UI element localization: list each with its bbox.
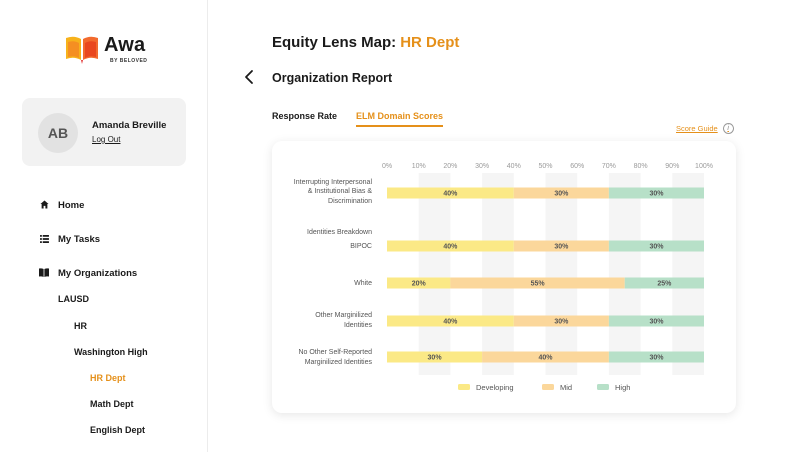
bar-segment [387,315,514,327]
grid-band [482,173,514,375]
bar-value-label: 30% [554,191,569,198]
logout-link[interactable]: Log Out [92,135,121,144]
score-guide[interactable]: Score Guide i [676,123,734,134]
back-button[interactable] [242,69,256,85]
nav-tasks-label: My Tasks [58,234,101,245]
legend-swatch [458,384,470,390]
bar-segment [608,240,704,252]
legend-label: Developing [476,383,514,392]
bar-segment [624,277,704,289]
row-label: Interrupting Interpersonal [294,179,373,186]
bar-value-label: 30% [554,319,569,326]
bar-value-label: 30% [649,244,664,251]
bar-segment [608,315,704,327]
row-label: Marginilized Identities [305,359,373,366]
x-tick-label: 20% [443,163,457,170]
bar-segment [513,240,609,252]
grid-band [418,173,451,375]
bar-value-label: 40% [443,319,458,326]
legend-label: High [615,383,630,392]
bar-value-label: 55% [531,281,546,288]
x-tick-label: 10% [412,163,426,170]
row-label: BIPOC [350,243,372,250]
grid-band [545,173,578,375]
list-icon [38,234,50,245]
bar-value-label: 30% [649,191,664,198]
bar-value-label: 30% [554,244,569,251]
x-tick-label: 30% [475,163,489,170]
nav-home-label: Home [58,200,85,211]
bar-value-label: 40% [538,355,553,362]
tree-item-english-dept[interactable]: English Dept [90,425,146,435]
x-tick-label: 60% [570,163,584,170]
user-name: Amanda Breville [92,120,167,131]
bar-segment [608,351,704,363]
legend-swatch [597,384,609,390]
tree-item-hr-dept[interactable]: HR Dept [90,373,126,383]
bar-value-label: 25% [657,281,672,288]
score-guide-link[interactable]: Score Guide [676,124,718,133]
sidebar: Awa BY BELOVED AB Amanda Breville Log Ou… [0,0,208,452]
bar-segment [513,315,609,327]
x-tick-label: 80% [634,163,648,170]
logo-subtitle: BY BELOVED [110,58,148,64]
bar-value-label: 40% [443,244,458,251]
report-title: Organization Report [272,71,393,85]
bar-segment [387,187,514,199]
x-tick-label: 50% [538,163,552,170]
row-label: White [354,280,372,287]
row-label: No Other Self-Reported [298,349,372,356]
x-tick-label: 100% [695,163,713,170]
x-tick-label: 90% [665,163,679,170]
row-label: Other Marginilized [315,312,372,319]
grid-band [608,173,641,375]
home-icon [38,200,50,211]
row-label: & Institutional Bias & [308,188,373,195]
grid-band [672,173,704,375]
nav-home[interactable]: Home [38,200,84,211]
nav-orgs-label: My Organizations [58,268,138,279]
bar-segment [513,187,609,199]
page-title-text: Equity Lens Map: [272,34,397,51]
bar-value-label: 30% [649,319,664,326]
bar-value-label: 20% [412,281,427,288]
bar-value-label: 40% [443,191,458,198]
tab-response-rate[interactable]: Response Rate [272,111,338,121]
chart-card: 0% 10% 20% 30% 40% 50% 60% 70% 80% 90% 100% 40% 30% 3… [272,141,736,413]
row-label: Discrimination [328,198,372,205]
book-icon [38,268,50,279]
nav-my-tasks[interactable]: My Tasks [38,234,100,245]
nav-my-organizations[interactable]: My Organizations [38,268,137,279]
bar-segment [482,351,609,363]
page-title: Equity Lens Map: HR Dept [272,34,459,51]
tree-item-lausd[interactable]: LAUSD [58,294,89,304]
info-icon[interactable]: i [722,123,734,134]
bar-segment [387,277,451,289]
bar-segment [387,351,483,363]
user-card: AB Amanda Breville Log Out [22,98,186,166]
x-tick-label: 0% [382,163,392,170]
tree-item-washington-high[interactable]: Washington High [74,347,148,357]
legend-swatch [542,384,554,390]
bar-segment [450,277,625,289]
book-logo-icon [66,36,98,64]
page-title-dept: HR Dept [400,34,460,51]
x-tick-label: 40% [507,163,521,170]
bar-segment [608,187,704,199]
x-tick-label: 70% [602,163,616,170]
tab-elm-domain-scores[interactable]: ELM Domain Scores [356,111,444,127]
tree-item-hr[interactable]: HR [74,321,87,331]
elm-domain-chart: 0% 10% 20% 30% 40% 50% 60% 70% 80% 90% 100% 40% 30% 3… [294,163,713,392]
bar-value-label: 30% [428,355,443,362]
logo-word: Awa [104,34,146,56]
legend-label: Mid [560,383,572,392]
tree-item-math-dept[interactable]: Math Dept [90,399,134,409]
bar-value-label: 30% [649,355,664,362]
awa-logo[interactable]: Awa BY BELOVED [64,34,147,66]
group-label: Identities Breakdown [307,229,372,236]
bar-segment [387,240,514,252]
avatar: AB [38,113,78,153]
chevron-left-icon [245,70,253,84]
row-label: Identities [344,322,373,329]
